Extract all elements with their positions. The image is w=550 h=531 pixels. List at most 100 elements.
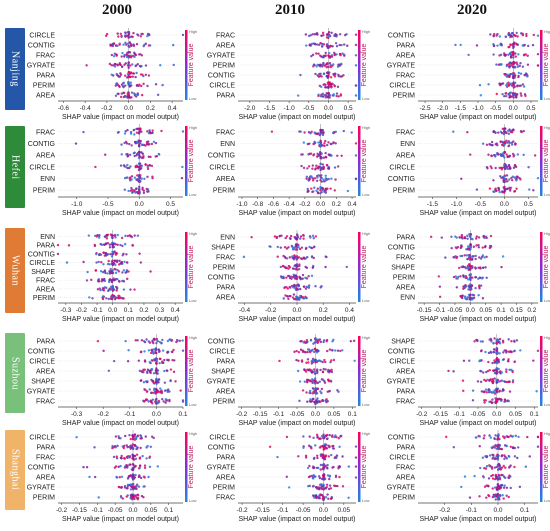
shap-dot — [314, 387, 317, 390]
shap-dot — [508, 66, 511, 69]
x-tick-label: 0.5 — [166, 201, 175, 208]
shap-dot — [127, 270, 130, 273]
shap-dot — [509, 129, 512, 133]
x-tick-label: 0.0 — [311, 411, 320, 418]
shap-dot — [138, 185, 141, 189]
shap-dot — [114, 296, 117, 299]
feature-label-shape: SHAPE — [31, 379, 55, 386]
shap-dot — [155, 388, 158, 391]
shap-dot — [334, 130, 338, 134]
shap-dot — [498, 190, 501, 194]
shap-dot — [129, 165, 132, 168]
shap-dot — [140, 437, 143, 440]
shap-dot — [312, 350, 316, 354]
shap-dot — [285, 475, 289, 478]
colorbar-high-label: High — [189, 231, 197, 236]
shap-dot — [340, 154, 343, 158]
feature-label-area: AREA — [36, 153, 55, 160]
feature-label-frac: FRAC — [396, 465, 415, 472]
shap-dot — [495, 339, 498, 343]
feature-label-area: AREA — [216, 475, 235, 482]
shap-dot — [314, 361, 317, 364]
shap-dot — [242, 255, 246, 259]
shap-dot — [300, 164, 303, 168]
shap-dot — [321, 370, 325, 374]
feature-value-colorbar — [185, 232, 188, 302]
shap-dot — [517, 53, 520, 56]
shap-dot — [316, 495, 319, 499]
shap-dot — [133, 52, 136, 55]
x-tick-label: -0.15 — [433, 411, 448, 418]
shap-dot — [338, 53, 342, 56]
shap-dot — [460, 244, 463, 247]
shap-dot — [126, 92, 129, 96]
x-tick-label: 0.05 — [145, 507, 158, 514]
shap-dot — [464, 267, 468, 270]
shap-dot — [309, 236, 312, 239]
shap-dot — [133, 234, 136, 237]
colorbar-high-label: High — [544, 431, 550, 436]
shap-dot — [319, 360, 323, 363]
shap-dot — [328, 484, 332, 487]
shap-dot — [502, 486, 506, 489]
shap-dot — [156, 93, 160, 97]
shap-dot — [531, 43, 535, 47]
shap-dot — [314, 168, 317, 171]
shap-dot — [490, 140, 494, 144]
shap-dot — [327, 73, 330, 77]
shap-dot — [175, 340, 178, 344]
x-tick-label: -0.15 — [72, 507, 87, 514]
shap-dot — [320, 387, 324, 391]
shap-dot — [123, 63, 126, 66]
shap-dot — [502, 497, 505, 500]
shap-dot — [87, 234, 91, 237]
shap-dot — [511, 379, 515, 382]
feature-label-circle: CIRCLE — [209, 164, 235, 171]
shap-dot — [326, 143, 329, 147]
shap-dot — [327, 455, 331, 458]
shap-dot — [312, 494, 315, 497]
shap-dot — [326, 390, 329, 393]
shap-dot — [342, 43, 346, 46]
shap-dot — [150, 348, 154, 352]
shap-dot — [317, 359, 320, 363]
shap-dot — [309, 339, 313, 342]
shap-dot — [126, 359, 130, 363]
shap-dot — [140, 84, 143, 88]
shap-dot — [142, 191, 146, 195]
shap-dot — [108, 62, 112, 66]
x-tick-label: 0.1 — [530, 411, 539, 418]
shap-dot — [120, 92, 123, 95]
shap-dot — [119, 243, 122, 247]
shap-dot — [321, 95, 325, 98]
shap-dot — [112, 288, 116, 291]
shap-dot — [294, 284, 298, 287]
feature-label-para: PARA — [36, 73, 55, 80]
shap-dot — [304, 257, 307, 260]
shap-dot — [127, 71, 130, 74]
shap-dot — [319, 453, 322, 457]
shap-dot — [136, 93, 140, 97]
shap-dot — [494, 401, 497, 405]
shap-dot — [136, 494, 140, 497]
shap-dot — [317, 94, 320, 98]
feature-label-circle: CIRCLE — [29, 435, 55, 442]
shap-dot — [326, 349, 329, 353]
shap-dot — [96, 288, 100, 291]
shap-dot — [536, 64, 540, 67]
x-tick-label: 0.4 — [168, 105, 177, 112]
shap-dot — [133, 288, 136, 291]
shap-dot — [502, 358, 505, 361]
x-tick-label: 0.2 — [332, 201, 341, 208]
shap-dot — [288, 256, 292, 259]
shap-dot — [302, 166, 306, 170]
colorbar-low-label: Low — [362, 192, 369, 197]
shap-dot — [319, 65, 322, 68]
shap-dot — [511, 53, 515, 56]
shap-dot — [318, 380, 321, 383]
shap-dot — [312, 388, 315, 391]
shap-dot — [98, 253, 101, 256]
shap-dot — [117, 294, 120, 298]
shap-dot — [330, 453, 333, 457]
